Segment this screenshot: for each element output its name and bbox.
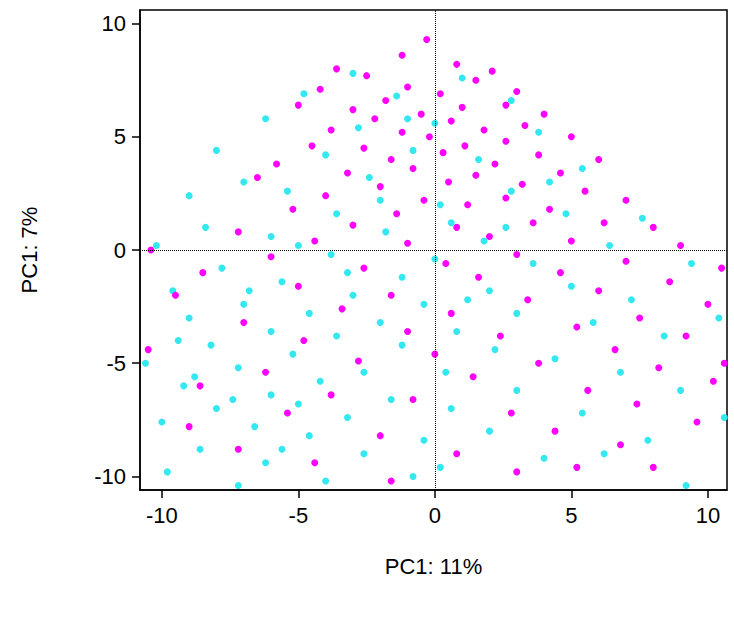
svg-text:0: 0 bbox=[114, 238, 126, 263]
svg-text:-5: -5 bbox=[289, 503, 309, 528]
svg-text:5: 5 bbox=[114, 124, 126, 149]
svg-text:5: 5 bbox=[565, 503, 577, 528]
svg-text:10: 10 bbox=[696, 503, 720, 528]
svg-text:-10: -10 bbox=[146, 503, 178, 528]
svg-text:0: 0 bbox=[429, 503, 441, 528]
svg-text:PC1: 7%: PC1: 7% bbox=[17, 207, 42, 294]
svg-text:10: 10 bbox=[102, 11, 126, 36]
svg-text:-10: -10 bbox=[94, 464, 126, 489]
svg-text:-5: -5 bbox=[106, 351, 126, 376]
svg-text:PC1: 11%: PC1: 11% bbox=[385, 554, 482, 579]
